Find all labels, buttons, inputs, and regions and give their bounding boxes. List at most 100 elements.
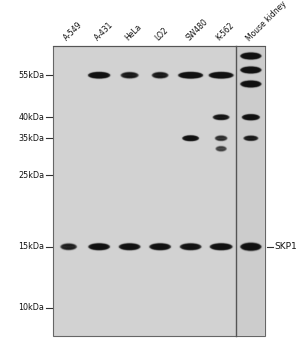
Ellipse shape: [240, 242, 262, 251]
Ellipse shape: [67, 246, 70, 247]
Ellipse shape: [152, 245, 168, 248]
Ellipse shape: [91, 245, 107, 249]
Ellipse shape: [210, 72, 232, 78]
Ellipse shape: [243, 115, 258, 119]
Ellipse shape: [242, 82, 260, 86]
Ellipse shape: [180, 243, 201, 250]
Ellipse shape: [243, 244, 259, 249]
Ellipse shape: [218, 147, 224, 150]
Ellipse shape: [184, 136, 197, 140]
Ellipse shape: [122, 245, 138, 249]
Ellipse shape: [218, 117, 224, 118]
Ellipse shape: [180, 73, 201, 78]
Ellipse shape: [212, 244, 231, 250]
Ellipse shape: [152, 245, 168, 249]
Ellipse shape: [89, 72, 109, 78]
Ellipse shape: [119, 243, 140, 250]
Ellipse shape: [241, 54, 261, 58]
Ellipse shape: [215, 116, 227, 119]
Ellipse shape: [187, 137, 195, 139]
Ellipse shape: [123, 74, 136, 77]
Ellipse shape: [242, 54, 260, 58]
Ellipse shape: [211, 73, 231, 77]
Ellipse shape: [212, 244, 230, 249]
Ellipse shape: [211, 73, 232, 78]
Ellipse shape: [91, 73, 108, 77]
Ellipse shape: [217, 147, 225, 150]
Ellipse shape: [127, 246, 132, 247]
Ellipse shape: [249, 246, 252, 247]
Ellipse shape: [217, 147, 225, 150]
Ellipse shape: [216, 136, 226, 140]
Ellipse shape: [89, 244, 109, 249]
Ellipse shape: [241, 68, 261, 72]
Ellipse shape: [243, 54, 258, 58]
Ellipse shape: [124, 74, 135, 77]
Ellipse shape: [209, 72, 233, 78]
Text: A-431: A-431: [93, 21, 115, 43]
Ellipse shape: [180, 243, 201, 250]
Ellipse shape: [90, 245, 108, 249]
Ellipse shape: [179, 72, 203, 78]
Ellipse shape: [246, 245, 256, 248]
Ellipse shape: [157, 74, 163, 76]
Ellipse shape: [214, 74, 228, 77]
Ellipse shape: [96, 75, 102, 76]
Ellipse shape: [181, 73, 201, 78]
Ellipse shape: [245, 69, 257, 71]
Ellipse shape: [241, 80, 261, 88]
Ellipse shape: [182, 244, 199, 249]
Ellipse shape: [63, 245, 75, 249]
Ellipse shape: [210, 243, 232, 250]
Ellipse shape: [245, 116, 257, 119]
Ellipse shape: [247, 137, 254, 139]
Ellipse shape: [188, 138, 194, 139]
Ellipse shape: [217, 147, 225, 150]
Ellipse shape: [244, 136, 258, 140]
Ellipse shape: [155, 245, 165, 248]
Bar: [236, 46, 265, 336]
Ellipse shape: [153, 72, 167, 78]
Ellipse shape: [242, 243, 260, 250]
Text: LO2: LO2: [154, 26, 170, 43]
Ellipse shape: [212, 74, 230, 77]
Ellipse shape: [127, 74, 133, 76]
Ellipse shape: [246, 116, 256, 119]
Ellipse shape: [184, 136, 198, 140]
Text: K-562: K-562: [215, 21, 236, 43]
Ellipse shape: [248, 69, 253, 71]
Ellipse shape: [186, 74, 195, 76]
Ellipse shape: [220, 75, 223, 76]
Ellipse shape: [123, 73, 137, 77]
Text: SKP1: SKP1: [274, 242, 297, 251]
Ellipse shape: [242, 244, 260, 249]
Ellipse shape: [242, 67, 260, 73]
Ellipse shape: [88, 72, 110, 78]
Ellipse shape: [150, 243, 170, 250]
Ellipse shape: [213, 245, 229, 249]
Ellipse shape: [151, 244, 170, 250]
Ellipse shape: [248, 138, 253, 139]
Ellipse shape: [181, 244, 201, 250]
Ellipse shape: [242, 82, 259, 86]
Ellipse shape: [90, 244, 108, 250]
Ellipse shape: [219, 138, 223, 139]
Ellipse shape: [88, 72, 110, 79]
Ellipse shape: [210, 73, 233, 78]
Ellipse shape: [246, 137, 256, 140]
Ellipse shape: [184, 136, 197, 140]
Ellipse shape: [97, 246, 102, 247]
Ellipse shape: [91, 244, 107, 249]
Text: SW480: SW480: [184, 18, 210, 43]
Ellipse shape: [210, 72, 233, 78]
Ellipse shape: [211, 73, 231, 78]
Ellipse shape: [122, 245, 137, 248]
Ellipse shape: [187, 246, 194, 248]
Ellipse shape: [92, 245, 107, 248]
Ellipse shape: [216, 147, 226, 151]
Ellipse shape: [185, 74, 196, 76]
Ellipse shape: [240, 80, 261, 88]
Ellipse shape: [88, 72, 110, 79]
Ellipse shape: [245, 136, 257, 140]
Ellipse shape: [244, 115, 258, 119]
